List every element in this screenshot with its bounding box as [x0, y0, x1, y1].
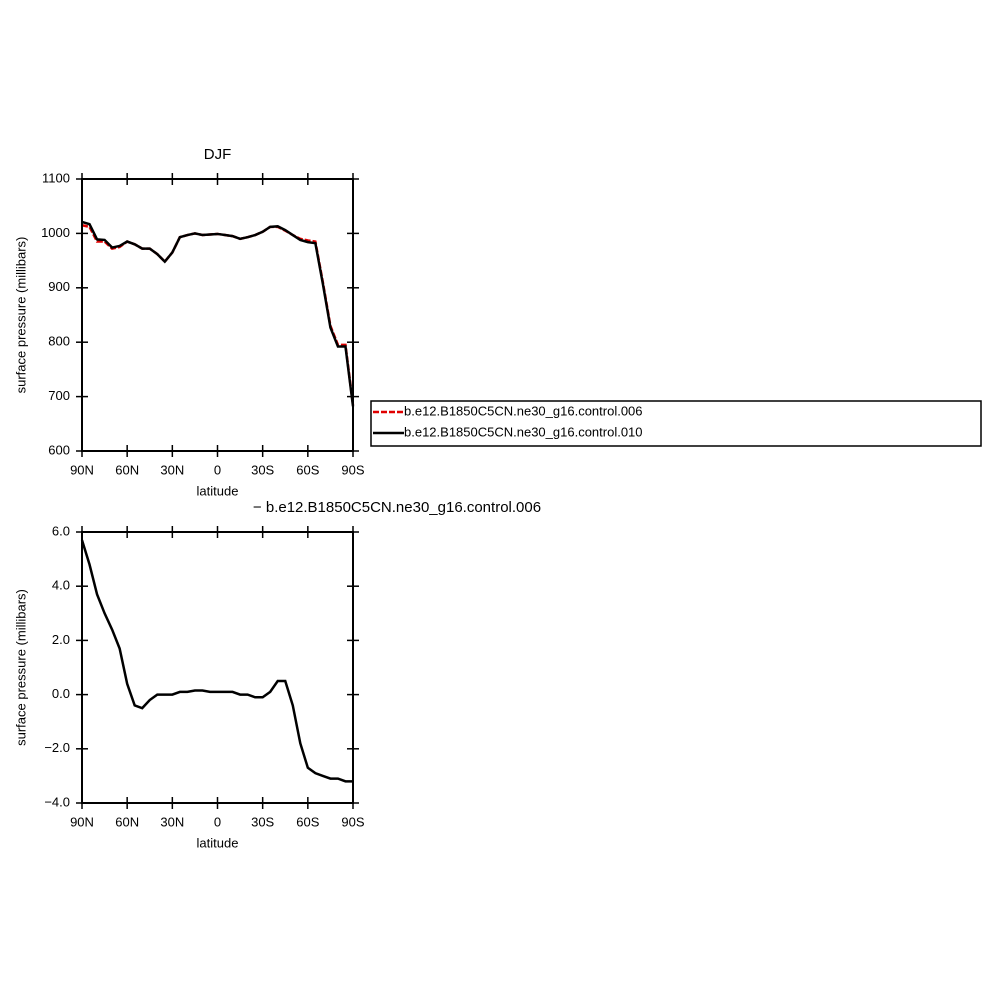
x-tick-label: 60S [296, 462, 319, 477]
data-line [81, 224, 355, 405]
x-tick-label: 0 [214, 814, 221, 829]
legend-box [370, 400, 982, 447]
y-tick-label: 6.0 [52, 523, 70, 538]
x-tick-label: 30N [160, 814, 184, 829]
x-axis-label: latitude [197, 835, 239, 850]
x-tick-label: 60N [115, 814, 139, 829]
x-tick-label: 90N [70, 462, 94, 477]
x-tick-label: 30S [251, 814, 274, 829]
chart-title: DJF [204, 146, 232, 163]
y-tick-label: 1000 [41, 225, 70, 240]
x-tick-label: 0 [214, 462, 221, 477]
data-line [80, 539, 353, 783]
y-axis-label: surface pressure (millibars) [13, 237, 28, 394]
y-tick-label: 800 [48, 334, 70, 349]
y-axis-label: surface pressure (millibars) [13, 589, 28, 746]
x-tick-label: 90S [341, 814, 364, 829]
x-tick-label: 30S [251, 462, 274, 477]
y-tick-label: −2.0 [44, 740, 70, 755]
legend-label: b.e12.B1850C5CN.ne30_g16.control.010 [404, 424, 643, 439]
chart-title: − b.e12.B1850C5CN.ne30_g16.control.006 [253, 499, 541, 516]
x-tick-label: 30N [160, 462, 184, 477]
plot-frame [81, 178, 354, 452]
y-tick-label: 0.0 [52, 686, 70, 701]
plot-frame [81, 531, 354, 804]
y-tick-label: 900 [48, 279, 70, 294]
x-axis-label: latitude [197, 483, 239, 498]
y-tick-label: 2.0 [52, 632, 70, 647]
legend-label: b.e12.B1850C5CN.ne30_g16.control.006 [404, 403, 643, 418]
y-tick-label: 600 [48, 442, 70, 457]
y-tick-label: 4.0 [52, 578, 70, 593]
x-tick-label: 60S [296, 814, 319, 829]
y-tick-label: 700 [48, 388, 70, 403]
x-tick-label: 60N [115, 462, 139, 477]
y-tick-label: 1100 [42, 170, 70, 185]
x-tick-label: 90S [341, 462, 364, 477]
data-line [81, 220, 355, 407]
x-tick-label: 90N [70, 814, 94, 829]
y-tick-label: −4.0 [44, 794, 70, 809]
